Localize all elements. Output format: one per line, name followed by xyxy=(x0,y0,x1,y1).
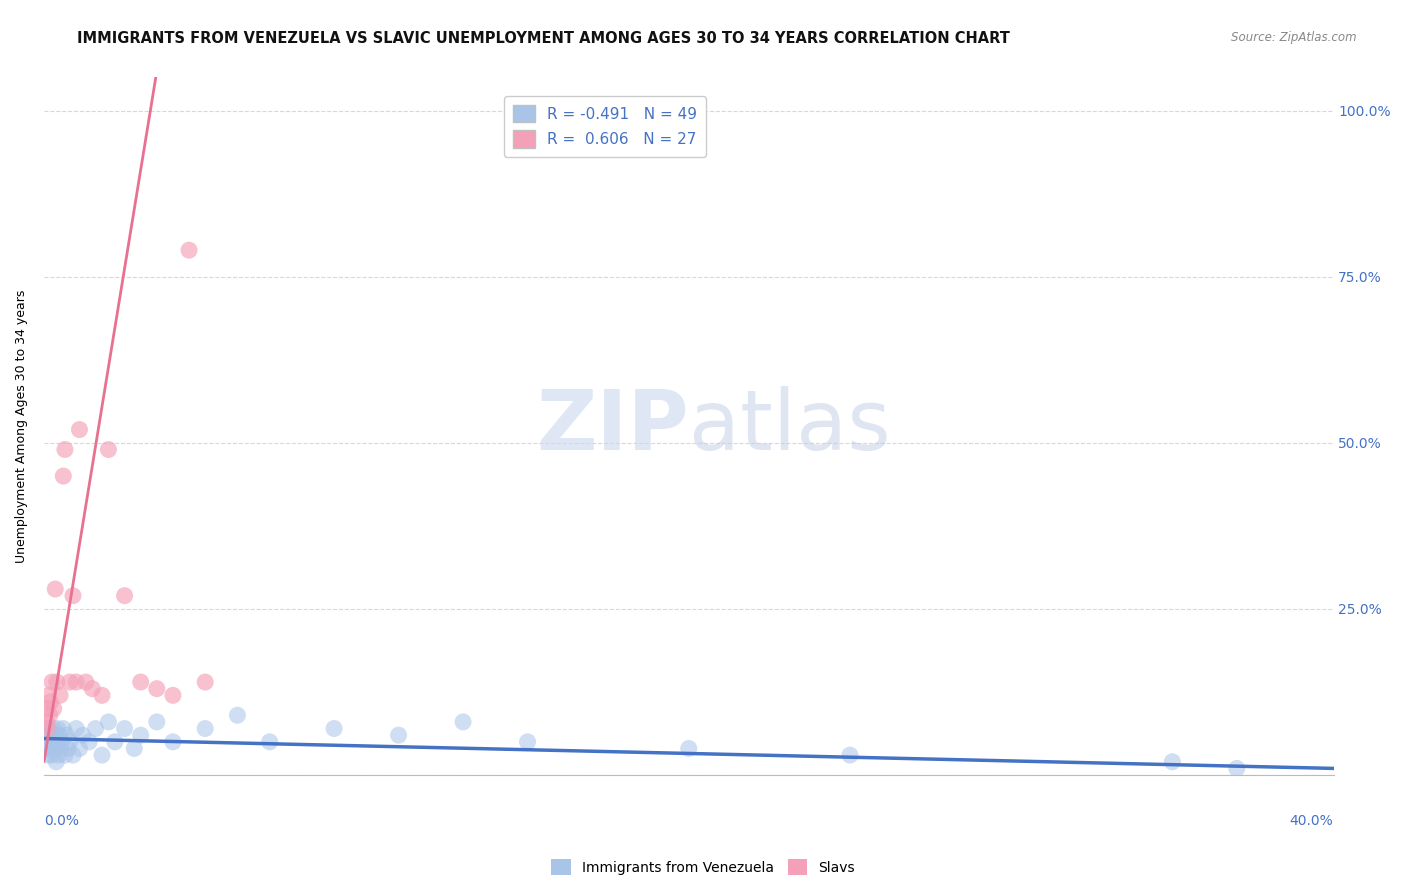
Point xyxy=(91,689,114,703)
Text: 40.0%: 40.0% xyxy=(1289,814,1333,828)
Point xyxy=(52,469,75,483)
Point xyxy=(82,681,104,696)
Point xyxy=(387,728,409,742)
Point xyxy=(97,442,120,457)
Point xyxy=(59,675,82,690)
Point xyxy=(46,722,69,736)
Legend: Immigrants from Venezuela, Slavs: Immigrants from Venezuela, Slavs xyxy=(546,854,860,880)
Text: Source: ZipAtlas.com: Source: ZipAtlas.com xyxy=(1232,31,1357,45)
Point xyxy=(77,735,100,749)
Point xyxy=(114,589,136,603)
Point xyxy=(38,722,60,736)
Point xyxy=(41,675,63,690)
Point xyxy=(42,722,65,736)
Point xyxy=(38,735,60,749)
Point xyxy=(44,582,66,596)
Point xyxy=(48,728,70,742)
Legend: R = -0.491   N = 49, R =  0.606   N = 27: R = -0.491 N = 49, R = 0.606 N = 27 xyxy=(503,95,706,157)
Point xyxy=(516,735,538,749)
Point xyxy=(129,675,152,690)
Point xyxy=(194,722,217,736)
Point xyxy=(56,741,79,756)
Point xyxy=(37,748,59,763)
Point xyxy=(39,695,62,709)
Y-axis label: Unemployment Among Ages 30 to 34 years: Unemployment Among Ages 30 to 34 years xyxy=(15,290,28,563)
Point xyxy=(44,741,66,756)
Point xyxy=(65,722,87,736)
Point xyxy=(45,675,67,690)
Point xyxy=(62,748,84,763)
Point xyxy=(104,735,127,749)
Text: 0.0%: 0.0% xyxy=(44,814,79,828)
Point xyxy=(84,722,107,736)
Point xyxy=(75,675,97,690)
Point xyxy=(42,701,65,715)
Point xyxy=(41,748,63,763)
Point xyxy=(323,722,346,736)
Point xyxy=(42,735,65,749)
Point xyxy=(53,748,76,763)
Point xyxy=(35,741,58,756)
Point xyxy=(97,714,120,729)
Point xyxy=(52,722,75,736)
Text: IMMIGRANTS FROM VENEZUELA VS SLAVIC UNEMPLOYMENT AMONG AGES 30 TO 34 YEARS CORRE: IMMIGRANTS FROM VENEZUELA VS SLAVIC UNEM… xyxy=(77,31,1010,46)
Point xyxy=(39,728,62,742)
Point xyxy=(65,675,87,690)
Text: ZIP: ZIP xyxy=(536,385,689,467)
Point xyxy=(39,741,62,756)
Point xyxy=(62,589,84,603)
Point xyxy=(146,681,169,696)
Point xyxy=(451,714,474,729)
Point xyxy=(49,689,72,703)
Point xyxy=(38,689,60,703)
Point xyxy=(177,243,200,257)
Point xyxy=(72,728,94,742)
Point xyxy=(51,735,73,749)
Point xyxy=(55,728,77,742)
Point xyxy=(91,748,114,763)
Point xyxy=(162,735,184,749)
Point xyxy=(129,728,152,742)
Point xyxy=(37,728,59,742)
Point xyxy=(37,722,59,736)
Point xyxy=(35,714,58,729)
Point xyxy=(45,755,67,769)
Point xyxy=(226,708,249,723)
Point xyxy=(45,735,67,749)
Point xyxy=(678,741,700,756)
Point xyxy=(122,741,145,756)
Point xyxy=(38,708,60,723)
Point xyxy=(49,741,72,756)
Point xyxy=(839,748,862,763)
Text: atlas: atlas xyxy=(689,385,890,467)
Point xyxy=(48,748,70,763)
Point xyxy=(67,423,90,437)
Point xyxy=(194,675,217,690)
Point xyxy=(1161,755,1184,769)
Point xyxy=(44,728,66,742)
Point xyxy=(53,442,76,457)
Point xyxy=(37,701,59,715)
Point xyxy=(114,722,136,736)
Point xyxy=(1226,761,1249,775)
Point xyxy=(146,714,169,729)
Point xyxy=(259,735,281,749)
Point xyxy=(162,689,184,703)
Point xyxy=(59,735,82,749)
Point xyxy=(67,741,90,756)
